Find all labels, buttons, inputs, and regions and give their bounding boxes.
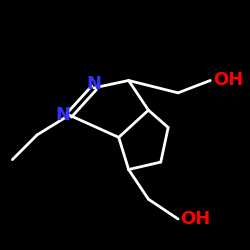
Text: N: N <box>86 75 102 93</box>
Text: OH: OH <box>180 210 211 228</box>
Text: N: N <box>56 106 70 124</box>
Text: OH: OH <box>213 72 243 90</box>
